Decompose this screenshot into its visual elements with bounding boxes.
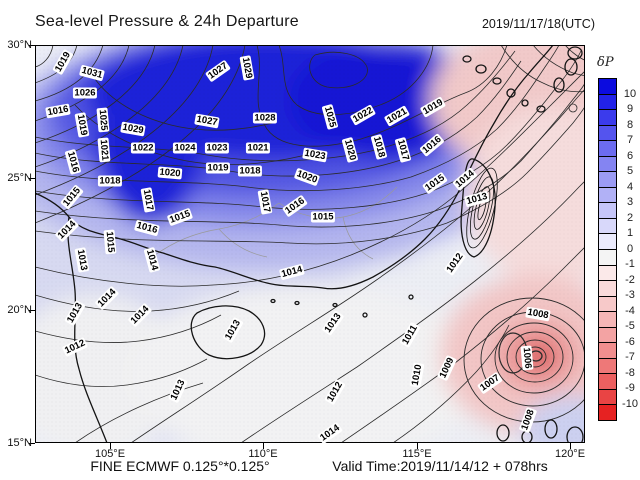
lon-tick-label: 120°E xyxy=(554,448,586,460)
colorbar-tick-label: -2 xyxy=(625,273,635,286)
colorbar-cell xyxy=(599,124,616,141)
lon-tick xyxy=(417,443,418,449)
lat-tick-label: 20°N xyxy=(7,304,32,316)
run-datetime: 2019/11/17/18(UTC) xyxy=(481,17,595,31)
colorbar-cell xyxy=(599,295,616,312)
lon-tick xyxy=(110,443,111,449)
colorbar-tick-label: 3 xyxy=(626,196,634,208)
colorbar-cell xyxy=(599,342,616,358)
lat-tick-label: 30°N xyxy=(7,39,32,51)
colorbar-tick-label: -8 xyxy=(625,366,635,379)
colorbar-tick-label: 1 xyxy=(626,227,634,239)
colorbar-cell xyxy=(599,249,616,265)
colorbar-tick-label: -9 xyxy=(625,382,635,394)
colorbar-tick-label: -4 xyxy=(625,304,635,317)
colorbar-cell xyxy=(599,233,616,250)
colorbar-tick-label: 6 xyxy=(626,149,634,162)
lat-tick xyxy=(29,443,35,444)
colorbar-tick-label: 7 xyxy=(626,134,634,146)
lon-tick xyxy=(263,443,264,449)
colorbar-cell xyxy=(599,311,616,327)
colorbar-cell xyxy=(599,140,616,156)
colorbar-cell xyxy=(599,186,616,203)
colorbar-cell xyxy=(599,79,616,94)
colorbar-tick-label: 10 xyxy=(623,87,637,100)
colorbar-cell xyxy=(599,171,616,187)
lon-tick xyxy=(570,443,571,449)
isobar-contours xyxy=(35,45,585,443)
colorbar-tick-label: 0 xyxy=(626,242,634,255)
colorbar-title: δP xyxy=(597,55,614,70)
map-plot-area: 1019 1031 1026 1016 1019 1025 1029 1022 1024 1023… xyxy=(35,45,585,445)
map-canvas xyxy=(35,45,585,443)
colorbar-cell xyxy=(599,373,616,389)
map-border xyxy=(35,45,585,443)
page-title: Sea-level Pressure & 24h Departure xyxy=(35,13,299,30)
colorbar-cell xyxy=(599,217,616,234)
typhoon-contours xyxy=(463,297,585,423)
valid-time-text: Valid Time:2019/11/14/12 + 078hrs xyxy=(332,458,548,474)
colorbar-labels: 10 9 8 7 6 5 4 3 2 1 0 -1 -2 -3 -4 -5 -6 -7 -8 -9 -10 xyxy=(617,78,640,419)
colorbar xyxy=(598,78,617,421)
colorbar-cell xyxy=(599,280,616,296)
colorbar-cell xyxy=(599,202,616,218)
colorbar-tick-label: 4 xyxy=(626,180,634,193)
colorbar-cell xyxy=(599,264,616,281)
colorbar-cell xyxy=(599,404,616,421)
colorbar-cell xyxy=(599,155,616,172)
colorbar-tick-label: 8 xyxy=(626,118,634,131)
colorbar-cell xyxy=(599,109,616,125)
colorbar-cell xyxy=(599,93,616,110)
lat-tick-label: 25°N xyxy=(7,172,32,184)
colorbar-tick-label: 5 xyxy=(626,165,634,177)
colorbar-tick-label: -6 xyxy=(625,335,635,348)
model-resolution-text: FINE ECMWF 0.125°*0.125° xyxy=(90,458,270,474)
colorbar-tick-label: -7 xyxy=(625,351,635,363)
colorbar-cell xyxy=(599,326,616,343)
departure-shading-field xyxy=(35,45,585,443)
colorbar-cell xyxy=(599,388,616,405)
colorbar-tick-label: -10 xyxy=(622,397,638,410)
colorbar-tick-label: -5 xyxy=(625,320,635,332)
colorbar-cell xyxy=(599,357,616,374)
colorbar-tick-label: 9 xyxy=(626,103,634,115)
colorbar-tick-label: -1 xyxy=(625,258,635,270)
lat-tick-label: 15°N xyxy=(7,437,32,449)
colorbar-tick-label: 2 xyxy=(626,211,634,224)
colorbar-tick-label: -3 xyxy=(625,289,635,301)
